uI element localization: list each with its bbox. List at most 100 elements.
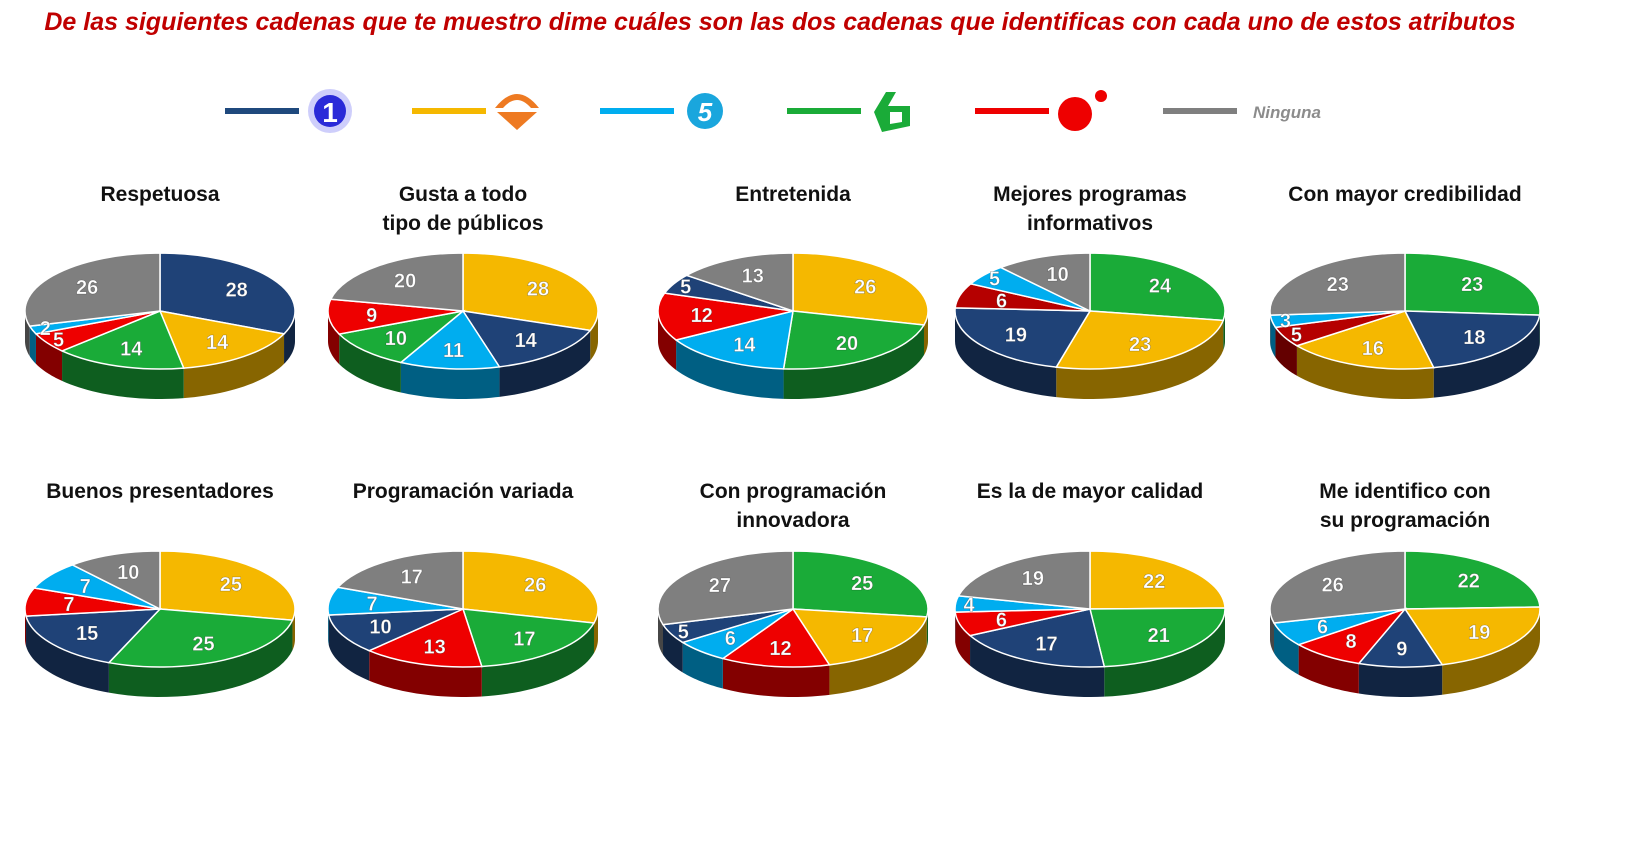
pie-slice-grey xyxy=(684,252,794,313)
pie-side-navy xyxy=(26,616,109,693)
pie-slice-green xyxy=(792,550,929,618)
legend: 1 5 Ninguna xyxy=(225,89,1321,133)
pie-slice-green xyxy=(461,608,596,668)
legend-line-cuatro xyxy=(975,108,1049,114)
data-label: 23 xyxy=(1129,334,1151,356)
data-label: 17 xyxy=(513,628,535,650)
pie-slice-navy xyxy=(25,608,162,664)
pie-chart: 25 17 12 6 5 27 xyxy=(657,550,929,697)
data-label: 25 xyxy=(851,573,873,595)
data-label: 19 xyxy=(1005,324,1027,346)
pie-slice-cyan xyxy=(399,309,501,370)
pie-slice-yellow xyxy=(792,252,929,326)
pie-slice-green xyxy=(1404,550,1541,610)
pie-slice-yellow xyxy=(159,550,296,621)
legend-line-la-sexta xyxy=(787,108,861,114)
pie-side-grey xyxy=(25,311,30,357)
pie-slice-navy xyxy=(954,307,1092,368)
pie-slice-navy xyxy=(968,608,1106,668)
pie-side-cyan xyxy=(1274,623,1299,675)
pie-side-cyan xyxy=(328,609,329,646)
legend-item-tve-la-1: 1 xyxy=(225,89,352,133)
pie-side-red xyxy=(1298,644,1359,694)
data-label: 10 xyxy=(117,562,139,584)
data-label: 5 xyxy=(680,277,691,299)
data-label: 17 xyxy=(1035,634,1057,656)
data-label: 5 xyxy=(989,269,1000,291)
legend-item-telecinco: 5 xyxy=(600,93,723,129)
data-label: 14 xyxy=(120,339,143,361)
legend-line-ninguna xyxy=(1163,108,1237,114)
data-label: 13 xyxy=(742,266,764,288)
pie-slice-grey xyxy=(24,252,161,327)
data-label: 25 xyxy=(220,574,242,596)
pie-slice-red xyxy=(721,607,831,668)
cuatro-logo-icon xyxy=(1058,90,1107,131)
data-label: 24 xyxy=(1149,276,1172,298)
data-label: 10 xyxy=(385,328,407,350)
pie-slice-grey xyxy=(329,252,464,312)
antena3-logo-icon xyxy=(495,94,539,130)
data-label: 9 xyxy=(366,305,377,327)
data-label: 16 xyxy=(1362,338,1384,360)
data-label: 26 xyxy=(854,277,876,299)
data-label: 8 xyxy=(1345,631,1356,653)
data-label: 11 xyxy=(443,340,464,362)
pie-slice-yellow xyxy=(462,252,599,332)
pie-slice-yellow xyxy=(791,608,928,666)
pie-slice-green xyxy=(60,310,185,370)
pie-side-navy xyxy=(663,624,683,673)
data-label: 22 xyxy=(1143,571,1165,593)
legend-item-antena-3 xyxy=(412,94,539,130)
data-label: 27 xyxy=(709,575,731,597)
chart-title: Entretenida xyxy=(735,183,851,206)
pie-side-red xyxy=(369,650,482,697)
data-label: 3 xyxy=(1280,310,1291,332)
data-label: 7 xyxy=(63,594,74,616)
data-label: 19 xyxy=(1468,622,1490,644)
chart-title: Respetuosa xyxy=(100,183,220,206)
pie-slice-yellow xyxy=(1089,550,1226,610)
data-label: 2 xyxy=(40,318,51,340)
pie-slice-green xyxy=(337,309,466,364)
data-label: 26 xyxy=(524,575,546,597)
data-label: 5 xyxy=(1291,324,1302,346)
pie-slice-yellow xyxy=(1054,310,1225,370)
pie-slice-red xyxy=(367,607,483,668)
data-label: 25 xyxy=(192,634,214,656)
pie-side-navy xyxy=(328,615,370,681)
chart-title: Con programación innovadora xyxy=(699,480,887,532)
pie-slice-yellow xyxy=(1295,310,1435,370)
data-label: 10 xyxy=(369,616,391,638)
pie-chart: 24 23 19 65 10 xyxy=(954,252,1226,399)
data-label: 5 xyxy=(678,621,689,643)
pie-slice-grey xyxy=(336,550,464,610)
pie-slice-green xyxy=(782,310,926,370)
svg-text:1: 1 xyxy=(322,97,338,128)
chart-title: Programación variada xyxy=(352,480,574,503)
data-label: 7 xyxy=(80,576,91,598)
data-label: 14 xyxy=(733,334,756,356)
pie-side-yellow xyxy=(590,311,598,361)
chart-title: Me identifico con su programación xyxy=(1319,480,1491,532)
pie-side-green xyxy=(108,620,293,697)
pie-side-yellow xyxy=(183,333,285,399)
pie-slice-navy xyxy=(1357,607,1444,668)
pie-side-navy xyxy=(1358,663,1443,697)
pie-chart: 28 14 11 10 9 20 xyxy=(327,252,599,399)
data-label: 6 xyxy=(996,609,1007,631)
pie-side-cyan xyxy=(400,362,500,399)
pie-slice-grey xyxy=(1269,550,1406,624)
legend-item-la-sexta xyxy=(787,92,910,132)
data-label: 28 xyxy=(527,278,549,300)
pie-slice-green xyxy=(107,608,294,668)
pie-side-yellow xyxy=(1442,609,1540,695)
svg-text:5: 5 xyxy=(698,97,713,127)
pie-side-cyan xyxy=(29,326,36,364)
pie-side-navy xyxy=(955,311,1057,398)
pie-side-yellow xyxy=(829,616,927,695)
legend-line-tve-la-1 xyxy=(225,108,299,114)
data-label: 23 xyxy=(1327,274,1349,296)
